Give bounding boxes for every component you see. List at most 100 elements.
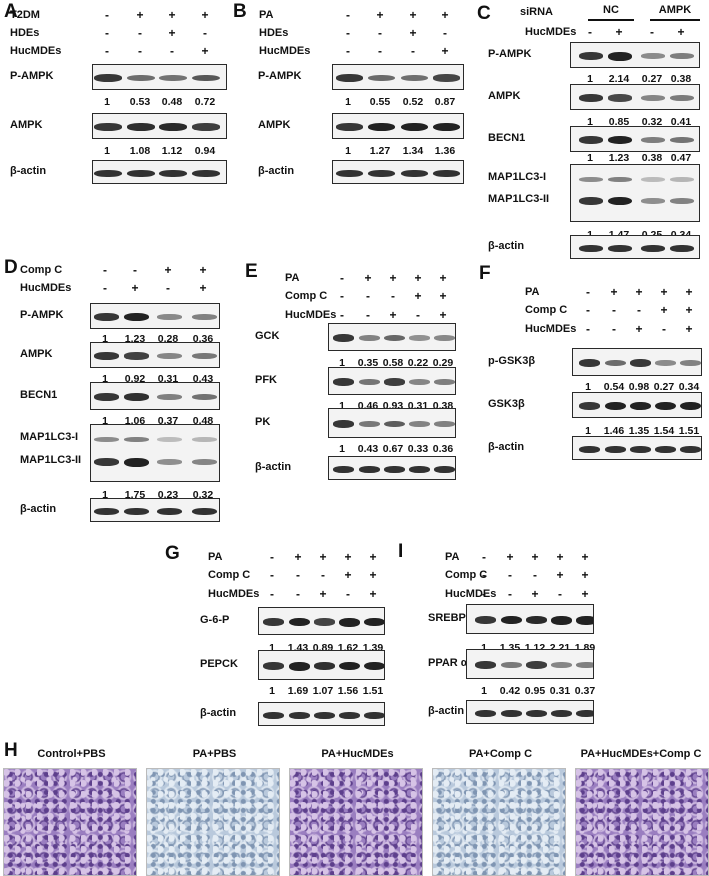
band-quantification: 0.23: [157, 489, 179, 501]
condition-sign: +: [364, 271, 372, 285]
condition-label: PA: [208, 551, 223, 563]
blot-membrane: [92, 113, 227, 139]
band-quantification: 0.42: [499, 685, 521, 697]
blot-membrane: [92, 64, 227, 90]
condition-label: HucMDEs: [10, 45, 62, 57]
protein-band: [383, 378, 405, 386]
band-quantification: 0.89: [312, 642, 334, 654]
band-quantification: 0.72: [194, 96, 216, 108]
condition-sign: -: [340, 289, 344, 303]
blot-membrane: [258, 607, 385, 635]
protein-band: [604, 401, 626, 411]
protein-band: [670, 244, 694, 252]
protein-band: [408, 421, 430, 427]
protein-band: [608, 176, 632, 182]
panel-label-i: I: [398, 541, 404, 562]
panel-label-a: A: [4, 1, 18, 22]
protein-band: [288, 661, 310, 671]
condition-label: HDEs: [259, 27, 289, 39]
blot-label: PPAR α: [428, 657, 468, 669]
protein-band: [156, 314, 182, 320]
blot-label: P-AMPK: [258, 70, 302, 82]
protein-band: [654, 401, 676, 411]
band-quantification: 0.52: [402, 96, 424, 108]
band-quantification: 0.29: [432, 357, 454, 369]
blot-label: PEPCK: [200, 658, 238, 670]
condition-sign: -: [296, 587, 300, 601]
condition-sign: +: [610, 285, 618, 299]
blot-label: MAP1LC3-I: [488, 171, 547, 183]
protein-band: [127, 123, 155, 131]
condition-sign: +: [581, 568, 589, 582]
blot-label: G-6-P: [200, 614, 230, 626]
band-quantification: 1.12: [161, 145, 183, 157]
band-quantification: 0.36: [432, 443, 454, 455]
protein-band: [500, 661, 522, 669]
condition-sign: +: [615, 25, 623, 39]
protein-band: [578, 402, 600, 410]
condition-sign: +: [369, 568, 377, 582]
condition-sign: +: [344, 568, 352, 582]
protein-band: [335, 74, 363, 82]
protein-band: [363, 661, 384, 671]
condition-sign: +: [581, 550, 589, 564]
protein-band: [500, 709, 522, 717]
band-quantification: 1: [102, 333, 108, 345]
protein-band: [608, 244, 632, 252]
blot-membrane: [328, 408, 456, 438]
condition-sign: +: [136, 8, 144, 22]
protein-band: [313, 711, 335, 719]
protein-band: [629, 445, 651, 453]
panel-label-b: B: [233, 1, 247, 22]
band-quantification: 0.37: [157, 415, 179, 427]
band-quantification: 0.93: [382, 400, 404, 412]
condition-sign: -: [650, 25, 654, 39]
protein-band: [123, 352, 149, 360]
condition-sign: +: [344, 550, 352, 564]
band-quantification: 1: [102, 373, 108, 385]
protein-band: [338, 617, 360, 627]
band-quantification: 0.31: [407, 400, 429, 412]
blot-label: AMPK: [20, 348, 53, 360]
protein-band: [358, 335, 380, 341]
band-quantification: 1.07: [312, 685, 334, 697]
band-quantification: 1: [585, 425, 591, 437]
condition-sign: -: [296, 568, 300, 582]
condition-sign: +: [531, 550, 539, 564]
protein-band: [363, 617, 384, 627]
blot-label: AMPK: [488, 90, 521, 102]
protein-band: [629, 401, 651, 411]
protein-band: [679, 360, 701, 366]
condition-sign: +: [201, 44, 209, 58]
condition-label: HucMDEs: [259, 45, 311, 57]
blot-membrane: [258, 702, 385, 726]
condition-sign: +: [414, 289, 422, 303]
micrograph-title: PA+Comp C: [468, 748, 533, 760]
protein-band: [550, 709, 572, 717]
condition-label: HucMDEs: [525, 323, 577, 335]
blot-label: β-actin: [10, 165, 47, 177]
band-quantification: 1: [102, 489, 108, 501]
band-quantification: 0.38: [670, 73, 692, 85]
condition-sign: -: [366, 308, 370, 322]
blot-label: MAP1LC3-I: [20, 431, 79, 443]
band-quantification: 2.14: [608, 73, 630, 85]
band-quantification: 1.39: [362, 642, 384, 654]
condition-label: HucMDEs: [208, 588, 260, 600]
condition-sign: -: [346, 44, 350, 58]
protein-band: [608, 94, 632, 102]
band-quantification: 0.27: [641, 73, 663, 85]
protein-band: [156, 507, 182, 515]
protein-band: [262, 662, 284, 670]
band-quantification: 1: [587, 152, 593, 164]
protein-band: [358, 378, 380, 386]
condition-label: HucMDEs: [525, 26, 577, 38]
protein-band: [575, 662, 593, 668]
condition-label: Comp C: [525, 304, 568, 316]
protein-band: [408, 379, 430, 385]
band-quantification: 1.51: [362, 685, 384, 697]
protein-band: [629, 359, 651, 367]
protein-band: [191, 393, 217, 401]
condition-sign: -: [662, 322, 666, 336]
protein-band: [93, 352, 119, 360]
